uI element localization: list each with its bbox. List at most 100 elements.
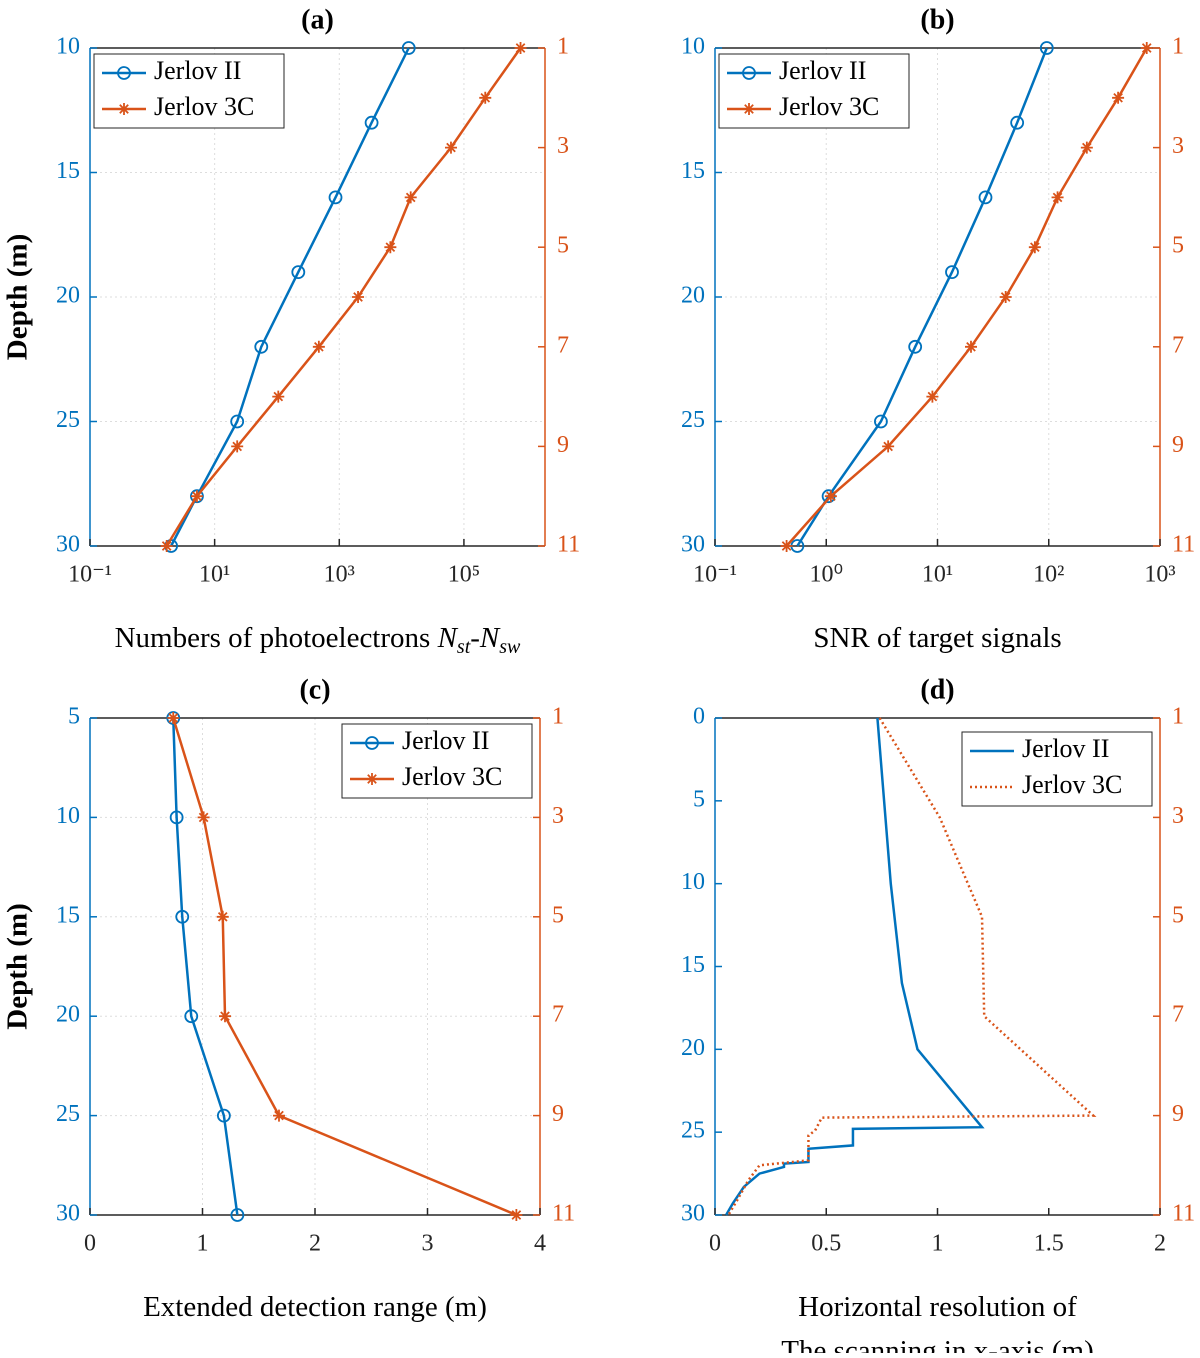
x-axis-label: Extended detection range (m) bbox=[143, 1291, 487, 1323]
y-tick-label: 25 bbox=[56, 1101, 80, 1127]
y-tick-label: 5 bbox=[693, 786, 705, 812]
y2-tick-label: 9 bbox=[1172, 432, 1184, 458]
y2-tick-label: 1 bbox=[1172, 704, 1184, 730]
x-tick-label: 0.5 bbox=[811, 1231, 841, 1257]
x-tick-label: 1 bbox=[197, 1231, 209, 1257]
series-line bbox=[172, 717, 239, 1216]
y-tick-label: 10 bbox=[681, 34, 705, 60]
marker bbox=[908, 339, 923, 354]
y2-tick-label: 11 bbox=[552, 1201, 575, 1227]
legend-marker bbox=[366, 773, 378, 785]
y2-tick-label: 9 bbox=[557, 432, 569, 458]
y-axis-label: Depth (m) bbox=[2, 903, 34, 1029]
marker bbox=[926, 390, 939, 403]
x-tick-label: 10³ bbox=[1144, 562, 1175, 588]
legend-marker bbox=[742, 66, 756, 80]
y-tick-label: 15 bbox=[681, 952, 705, 978]
legend-label: Jerlov 3C bbox=[779, 92, 879, 121]
marker bbox=[1028, 241, 1041, 254]
legend-label: Jerlov 3C bbox=[402, 762, 502, 791]
y-tick-label: 30 bbox=[681, 1201, 705, 1227]
x-label-part: Numbers of photoelectrons bbox=[115, 622, 438, 654]
marker bbox=[1051, 191, 1064, 204]
marker bbox=[254, 339, 269, 354]
y-tick-label: 10 bbox=[56, 803, 80, 829]
series-line bbox=[796, 47, 1048, 547]
marker bbox=[780, 540, 793, 552]
panel-title: (d) bbox=[920, 674, 954, 705]
legend-label: Jerlov II bbox=[154, 56, 241, 85]
marker bbox=[272, 390, 285, 403]
y-tick-label: 0 bbox=[693, 704, 705, 730]
marker bbox=[444, 141, 457, 154]
y-tick-label: 15 bbox=[56, 902, 80, 928]
y2-tick-label: 1 bbox=[1172, 34, 1184, 60]
y2-tick-label: 5 bbox=[557, 233, 569, 259]
marker bbox=[945, 265, 959, 280]
series-line bbox=[725, 717, 985, 1216]
y-tick-label: 20 bbox=[56, 1002, 80, 1028]
y2-tick-label: 9 bbox=[1172, 1101, 1184, 1127]
y-axis-label: Depth (m) bbox=[2, 234, 34, 360]
y2-tick-label: 11 bbox=[557, 532, 580, 558]
x-tick-label: 10² bbox=[1033, 562, 1064, 588]
x-tick-label: 10¹ bbox=[199, 562, 230, 588]
marker bbox=[1010, 115, 1025, 130]
x-tick-label: 1 bbox=[932, 1231, 944, 1257]
marker bbox=[964, 340, 977, 353]
marker bbox=[1112, 91, 1125, 104]
y-tick-label: 20 bbox=[56, 283, 80, 309]
y2-tick-label: 7 bbox=[557, 332, 569, 358]
x-axis-label: Horizontal resolution of bbox=[798, 1291, 1077, 1323]
marker bbox=[219, 1010, 231, 1023]
y2-tick-label: 3 bbox=[557, 133, 569, 159]
y2-tick-label: 5 bbox=[1172, 233, 1184, 259]
marker bbox=[190, 490, 203, 503]
x-axis-label: SNR of target signals bbox=[813, 622, 1061, 654]
marker bbox=[312, 340, 325, 353]
legend-marker bbox=[118, 103, 130, 115]
y2-tick-label: 7 bbox=[1172, 332, 1184, 358]
marker bbox=[1039, 41, 1054, 55]
marker bbox=[401, 41, 416, 55]
marker bbox=[510, 1209, 523, 1221]
marker bbox=[874, 414, 888, 429]
y2-tick-label: 11 bbox=[1172, 1201, 1195, 1227]
legend-box bbox=[961, 731, 1153, 807]
y2-tick-label: 3 bbox=[1172, 133, 1184, 159]
y-tick-label: 30 bbox=[56, 532, 80, 558]
legend-label: Jerlov 3C bbox=[1022, 770, 1122, 799]
marker bbox=[160, 540, 173, 552]
marker bbox=[184, 1009, 199, 1024]
panel-title: (a) bbox=[301, 4, 334, 35]
marker bbox=[978, 190, 993, 205]
marker bbox=[273, 1109, 285, 1122]
marker bbox=[882, 440, 895, 453]
y2-tick-label: 5 bbox=[552, 902, 564, 928]
y-tick-label: 30 bbox=[681, 532, 705, 558]
marker bbox=[384, 241, 397, 254]
y-tick-label: 20 bbox=[681, 283, 705, 309]
y-tick-label: 5 bbox=[68, 704, 80, 730]
x-label-part: N bbox=[437, 622, 459, 654]
x-tick-label: 10⁻¹ bbox=[693, 562, 737, 588]
y-tick-label: 20 bbox=[681, 1035, 705, 1061]
x-label-part: Horizontal resolution of bbox=[798, 1291, 1077, 1323]
x-tick-label: 2 bbox=[309, 1231, 321, 1257]
x-tick-label: 4 bbox=[534, 1231, 546, 1257]
x-label-part: st bbox=[457, 636, 471, 658]
panel: 0 0.5 1 1.5 20510152025301357911(d)Horizonta… bbox=[681, 674, 1195, 1358]
legend-label: Jerlov II bbox=[779, 56, 866, 85]
x-tick-label: 1.5 bbox=[1034, 1231, 1064, 1257]
panel: 0 1 2 3 4 5 10 15 20 25 30 1 3 5 7 9 11 (c) Extended detec… bbox=[2, 674, 575, 1322]
y-tick-label: 25 bbox=[56, 407, 80, 433]
series-line bbox=[172, 717, 517, 1217]
y-tick-label: 30 bbox=[56, 1201, 80, 1227]
x-axis-label: The scanning in x-axis (m) bbox=[781, 1335, 1093, 1353]
y2-tick-label: 1 bbox=[557, 34, 569, 60]
x-label-part: - bbox=[470, 622, 480, 654]
marker bbox=[404, 191, 417, 204]
x-tick-label: 10⁵ bbox=[448, 562, 480, 588]
y-tick-label: 25 bbox=[681, 1118, 705, 1144]
